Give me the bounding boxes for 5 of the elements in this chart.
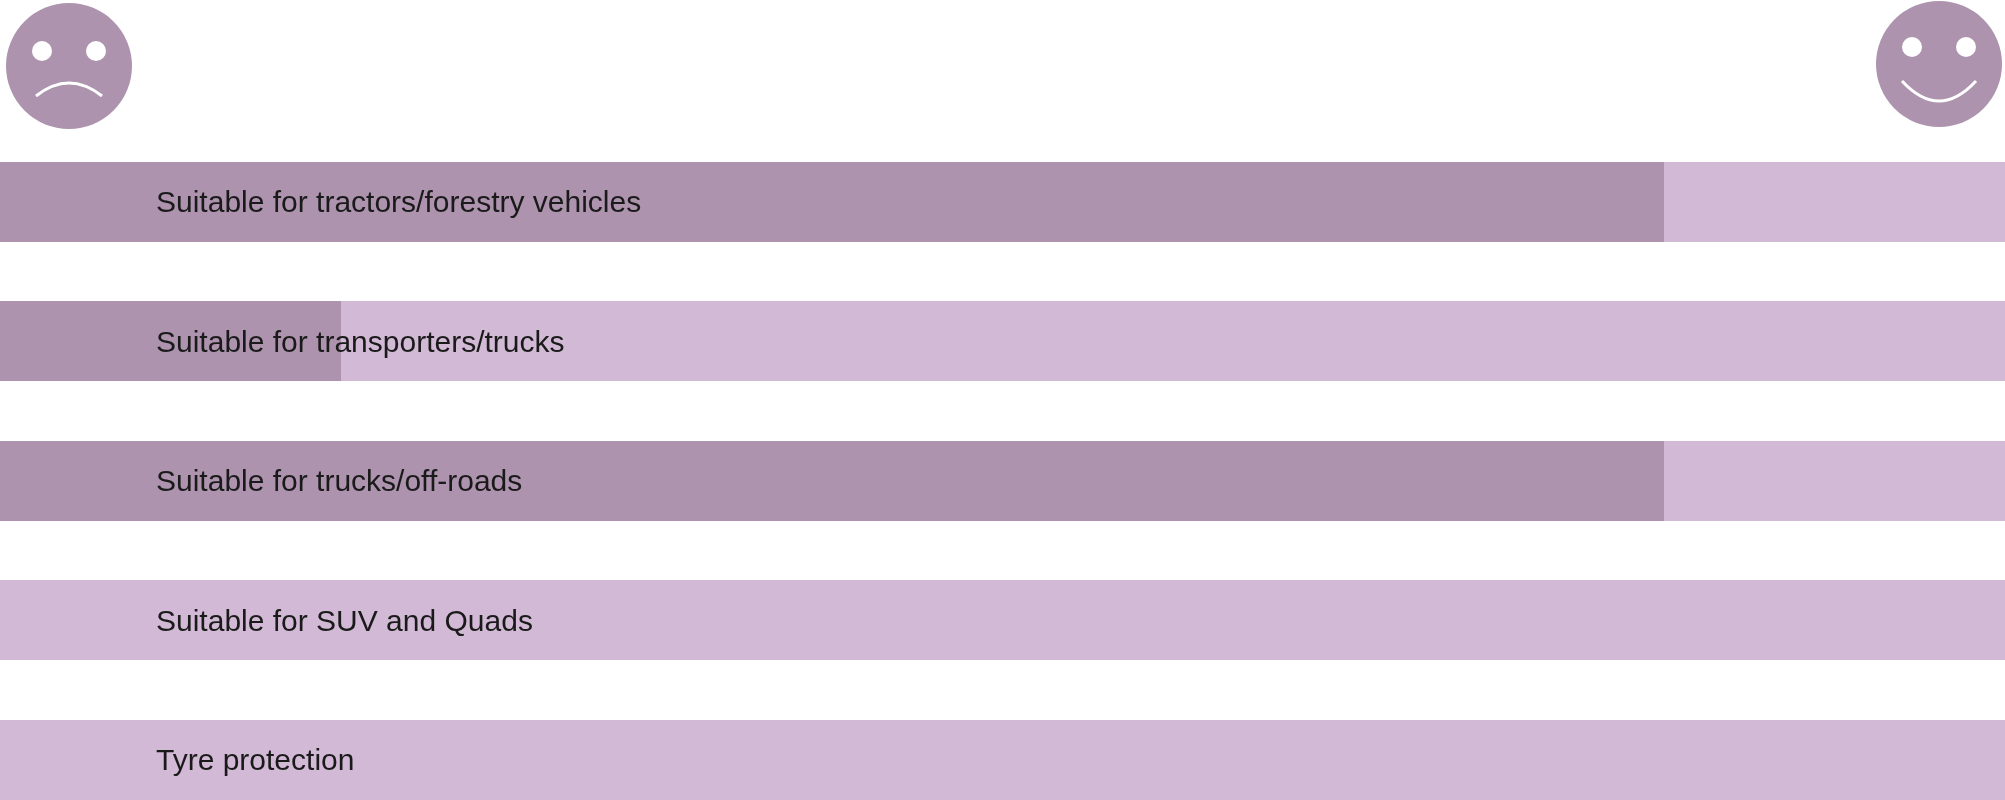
y-tick-label: Suitable for SUV and Quads: [156, 603, 533, 637]
y-tick-label: Tyre protection: [156, 743, 355, 777]
y-tick-label: Suitable for tractors/forestry vehicles: [156, 185, 642, 219]
y-tick-label: Suitable for trucks/off-roads: [156, 464, 523, 498]
y-tick-label: Suitable for transporters/trucks: [156, 324, 565, 358]
